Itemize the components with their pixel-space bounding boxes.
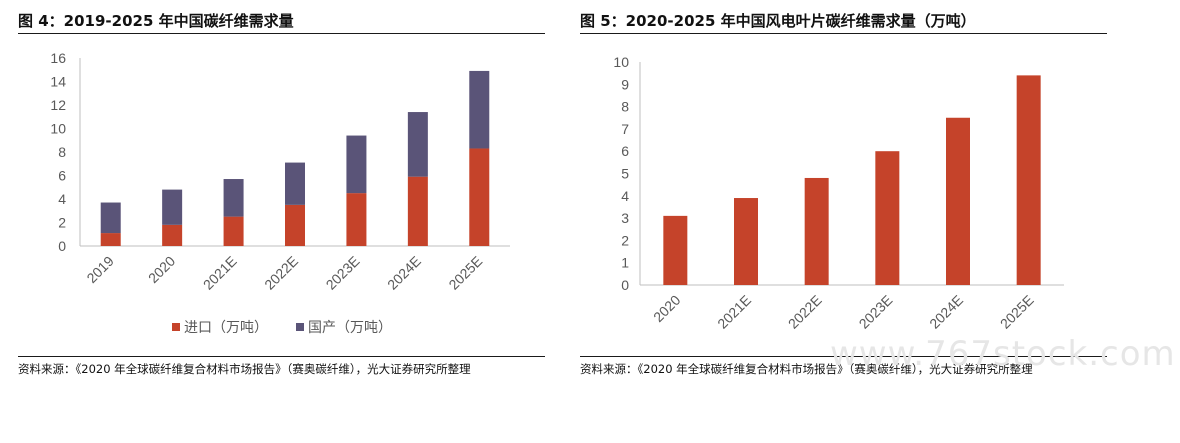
right-x-tick-label: 2022E (785, 292, 825, 332)
left-x-tick-label: 2022E (261, 253, 301, 293)
left-y-tick-label: 8 (58, 144, 66, 160)
right-y-tick-label: 7 (621, 121, 629, 137)
right-y-tick-label: 4 (621, 188, 629, 204)
right-bar (663, 215, 688, 285)
left-y-tick-label: 6 (58, 168, 66, 184)
right-y-tick-label: 6 (621, 143, 629, 159)
left-y-tick-label: 4 (58, 191, 66, 207)
legend-swatch-domestic (296, 323, 304, 331)
left-bar-import (223, 216, 244, 246)
left-source-rule (18, 356, 545, 357)
legend-swatch-import (172, 323, 180, 331)
right-y-tick-label: 1 (621, 255, 629, 271)
right-source-rule (580, 356, 1107, 357)
left-x-tick-label: 2019 (83, 253, 116, 286)
left-bar-domestic (469, 70, 490, 149)
left-bar-domestic (346, 135, 367, 194)
left-x-tick-label: 2020 (145, 253, 178, 286)
right-y-tick-label: 8 (621, 99, 629, 115)
left-bar-domestic (162, 189, 183, 225)
right-y-tick-label: 10 (613, 54, 629, 70)
right-y-tick-label: 3 (621, 210, 629, 226)
legend-label-import: 进口（万吨） (184, 319, 268, 335)
left-x-tick-label: 2023E (323, 253, 363, 293)
left-y-tick-label: 2 (58, 215, 66, 231)
right-x-tick-label: 2023E (856, 292, 896, 332)
left-bar-import (469, 148, 490, 246)
left-y-tick-label: 16 (50, 50, 66, 66)
left-y-tick-label: 12 (50, 97, 66, 113)
right-source-note: 资料来源：《2020 年全球碳纤维复合材料市场报告》（赛奥碳纤维），光大证券研究… (580, 362, 1033, 376)
watermark-text: www.767stock.com (830, 334, 1176, 374)
left-x-tick-label: 2024E (384, 253, 424, 293)
right-title-rule (580, 33, 1107, 34)
right-bar-chart: 0 1 2 3 4 5 6 7 8 9 10 2020 2021E 2022E 2023E 2024E 2025… (613, 54, 1064, 332)
right-figure-title: 图 5：2020-2025 年中国风电叶片碳纤维需求量（万吨） (580, 12, 976, 30)
left-bar-domestic (223, 179, 244, 217)
left-y-tick-label: 10 (50, 121, 66, 137)
left-figure-panel: 图 4：2019-2025 年中国碳纤维需求量 0 2 4 6 8 10 12 14 16 201… (0, 0, 560, 443)
left-x-tick-label: 2021E (200, 253, 240, 293)
left-stacked-bar-chart: 0 2 4 6 8 10 12 14 16 2019 2020 2021E 2022E 2023E 2024… (50, 50, 510, 335)
left-bar-import (100, 233, 121, 246)
left-bar-domestic (407, 112, 428, 177)
right-y-tick-label: 9 (621, 76, 629, 92)
right-x-tick-label: 2021E (714, 292, 754, 332)
left-bar-domestic (100, 202, 121, 234)
left-bar-import (407, 176, 428, 246)
right-bar (804, 177, 829, 285)
left-source-note: 资料来源：《2020 年全球碳纤维复合材料市场报告》（赛奥碳纤维），光大证券研究… (18, 362, 471, 376)
left-bar-import (285, 204, 305, 246)
right-bar (1016, 75, 1041, 285)
left-y-tick-label: 0 (58, 238, 66, 254)
left-title-rule (18, 33, 545, 34)
left-figure-title: 图 4：2019-2025 年中国碳纤维需求量 (18, 12, 294, 30)
left-bar-import (162, 224, 183, 246)
right-y-tick-label: 5 (621, 166, 629, 182)
left-x-tick-label: 2025E (445, 253, 485, 293)
right-x-tick-label: 2024E (926, 292, 966, 332)
right-y-tick-label: 2 (621, 232, 629, 248)
left-bar-domestic (285, 162, 305, 205)
legend-label-domestic: 国产（万吨） (308, 319, 392, 335)
right-bar (875, 151, 900, 285)
right-bar (734, 198, 758, 285)
right-x-tick-label: 2025E (997, 292, 1037, 332)
left-bar-import (346, 193, 367, 246)
right-y-tick-label: 0 (621, 277, 629, 293)
right-bar (946, 117, 970, 285)
right-x-tick-label: 2020 (650, 292, 683, 325)
left-y-tick-label: 14 (50, 74, 66, 90)
right-figure-panel: 图 5：2020-2025 年中国风电叶片碳纤维需求量（万吨） 0 1 2 3 4 5 6 7… (578, 0, 1138, 443)
